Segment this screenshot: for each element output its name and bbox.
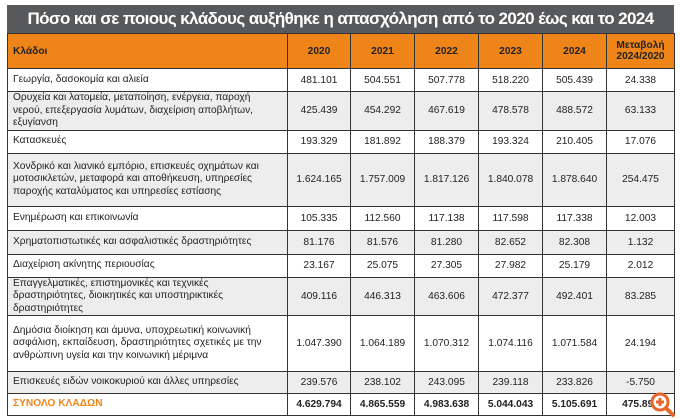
total-label: ΣΥΝΟΛΟ ΚΛΑΔΩΝ bbox=[7, 393, 288, 416]
value-cell: 27.305 bbox=[414, 253, 479, 278]
total-value-cell: 5.105.691 bbox=[542, 393, 607, 416]
value-cell: 507.778 bbox=[414, 68, 479, 92]
sector-label: Δημόσια διοίκηση και άμυνα, υποχρεωτική … bbox=[7, 315, 288, 372]
change-cell: 24.338 bbox=[606, 68, 675, 92]
sector-label: Διαχείριση ακίνητης περιουσίας bbox=[7, 253, 288, 278]
value-cell: 467.619 bbox=[414, 91, 479, 131]
value-cell: 518.220 bbox=[478, 68, 543, 92]
value-cell: 181.892 bbox=[350, 129, 415, 154]
column-header-1: 2020 bbox=[287, 33, 351, 69]
total-value-cell: 4.865.559 bbox=[350, 393, 415, 416]
table-row: Επαγγελματικές, επιστημονικές και τεχνικ… bbox=[7, 276, 675, 316]
value-cell: 117.338 bbox=[542, 205, 607, 231]
zoom-in-icon[interactable] bbox=[649, 391, 675, 417]
value-cell: 409.116 bbox=[287, 276, 351, 316]
value-cell: 463.606 bbox=[414, 276, 479, 316]
value-cell: 238.102 bbox=[350, 371, 415, 394]
value-cell: 505.439 bbox=[542, 68, 607, 92]
value-cell: 1.817.126 bbox=[414, 152, 479, 207]
total-value-cell: 4.983.638 bbox=[414, 393, 479, 416]
change-cell: 17.076 bbox=[606, 129, 675, 154]
value-cell: 243.095 bbox=[414, 371, 479, 394]
change-cell: 1.132 bbox=[606, 229, 675, 255]
value-cell: 105.335 bbox=[287, 205, 351, 231]
total-row: ΣΥΝΟΛΟ ΚΛΑΔΩΝ 4.629.794 4.865.559 4.983.638… bbox=[7, 393, 675, 416]
value-cell: 81.176 bbox=[287, 229, 351, 255]
value-cell: 472.377 bbox=[478, 276, 543, 316]
value-cell: 454.292 bbox=[350, 91, 415, 131]
change-cell: 24.194 bbox=[606, 315, 675, 372]
change-cell: 2.012 bbox=[606, 253, 675, 278]
table-row: Χρηματοπιστωτικές και ασφαλιστικές δραστ… bbox=[7, 229, 675, 255]
sector-label: Ενημέρωση και επικοινωνία bbox=[7, 205, 288, 231]
value-cell: 25.075 bbox=[350, 253, 415, 278]
value-cell: 210.405 bbox=[542, 129, 607, 154]
value-cell: 478.578 bbox=[478, 91, 543, 131]
value-cell: 188.379 bbox=[414, 129, 479, 154]
header-row: Κλάδοι 2020 2021 2022 2023 2024 Μεταβολή 2024/… bbox=[7, 33, 675, 69]
employment-table: Κλάδοι 2020 2021 2022 2023 2024 Μεταβολή 2024/… bbox=[7, 33, 675, 416]
value-cell: 233.826 bbox=[542, 371, 607, 394]
value-cell: 1.840.078 bbox=[478, 152, 543, 207]
change-cell: 63.133 bbox=[606, 91, 675, 131]
value-cell: 117.598 bbox=[478, 205, 543, 231]
value-cell: 82.652 bbox=[478, 229, 543, 255]
column-header-sectors: Κλάδοι bbox=[7, 33, 288, 69]
column-header-2: 2021 bbox=[350, 33, 415, 69]
change-cell: 83.285 bbox=[606, 276, 675, 316]
value-cell: 1.757.009 bbox=[350, 152, 415, 207]
value-cell: 81.576 bbox=[350, 229, 415, 255]
value-cell: 239.576 bbox=[287, 371, 351, 394]
sector-label: Κατασκευές bbox=[7, 129, 288, 154]
table-container: Πόσο και σε ποιους κλάδους αυξήθηκε η απ… bbox=[7, 5, 675, 416]
table-row: Κατασκευές 193.329 181.892 188.379 193.324 21… bbox=[7, 129, 675, 154]
change-cell: 254.475 bbox=[606, 152, 675, 207]
table-row: Χονδρικό και λιανικό εμπόριο, επισκευές … bbox=[7, 152, 675, 207]
table-row: Γεωργία, δασοκομία και αλιεία 481.101 504.… bbox=[7, 68, 675, 92]
value-cell: 1.070.312 bbox=[414, 315, 479, 372]
sector-label: Χονδρικό και λιανικό εμπόριο, επισκευές … bbox=[7, 152, 288, 207]
sector-label: Επισκευές ειδών νοικοκυριού και άλλες υπ… bbox=[7, 371, 288, 394]
value-cell: 1.624.165 bbox=[287, 152, 351, 207]
column-header-4: 2023 bbox=[478, 33, 543, 69]
sector-label: Ορυχεία και λατομεία, μεταποίηση, ενέργε… bbox=[7, 91, 288, 131]
value-cell: 488.572 bbox=[542, 91, 607, 131]
column-header-6: Μεταβολή 2024/2020 bbox=[606, 33, 675, 69]
sector-label: Χρηματοπιστωτικές και ασφαλιστικές δραστ… bbox=[7, 229, 288, 255]
value-cell: 446.313 bbox=[350, 276, 415, 316]
value-cell: 425.439 bbox=[287, 91, 351, 131]
value-cell: 112.560 bbox=[350, 205, 415, 231]
column-header-5: 2024 bbox=[542, 33, 607, 69]
page-title: Πόσο και σε ποιους κλάδους αυξήθηκε η απ… bbox=[7, 5, 674, 33]
value-cell: 193.329 bbox=[287, 129, 351, 154]
value-cell: 193.324 bbox=[478, 129, 543, 154]
value-cell: 1.047.390 bbox=[287, 315, 351, 372]
change-cell: -5.750 bbox=[606, 371, 675, 394]
value-cell: 1.071.584 bbox=[542, 315, 607, 372]
value-cell: 117.138 bbox=[414, 205, 479, 231]
change-cell: 12.003 bbox=[606, 205, 675, 231]
value-cell: 1.064.189 bbox=[350, 315, 415, 372]
value-cell: 504.551 bbox=[350, 68, 415, 92]
value-cell: 23.167 bbox=[287, 253, 351, 278]
total-value-cell: 4.629.794 bbox=[287, 393, 351, 416]
value-cell: 82.308 bbox=[542, 229, 607, 255]
table-row: Ορυχεία και λατομεία, μεταποίηση, ενέργε… bbox=[7, 91, 675, 131]
value-cell: 81.280 bbox=[414, 229, 479, 255]
sector-label: Γεωργία, δασοκομία και αλιεία bbox=[7, 68, 288, 92]
column-header-3: 2022 bbox=[414, 33, 479, 69]
value-cell: 25.179 bbox=[542, 253, 607, 278]
table-row: Διαχείριση ακίνητης περιουσίας 23.167 25.0… bbox=[7, 253, 675, 278]
total-value-cell: 5.044.043 bbox=[478, 393, 543, 416]
value-cell: 239.118 bbox=[478, 371, 543, 394]
value-cell: 481.101 bbox=[287, 68, 351, 92]
value-cell: 1.074.116 bbox=[478, 315, 543, 372]
table-row: Ενημέρωση και επικοινωνία 105.335 112.560 1… bbox=[7, 205, 675, 231]
value-cell: 492.401 bbox=[542, 276, 607, 316]
sector-label: Επαγγελματικές, επιστημονικές και τεχνικ… bbox=[7, 276, 288, 316]
table-row: Επισκευές ειδών νοικοκυριού και άλλες υπ… bbox=[7, 371, 675, 394]
value-cell: 27.982 bbox=[478, 253, 543, 278]
table-row: Δημόσια διοίκηση και άμυνα, υποχρεωτική … bbox=[7, 315, 675, 372]
value-cell: 1.878.640 bbox=[542, 152, 607, 207]
